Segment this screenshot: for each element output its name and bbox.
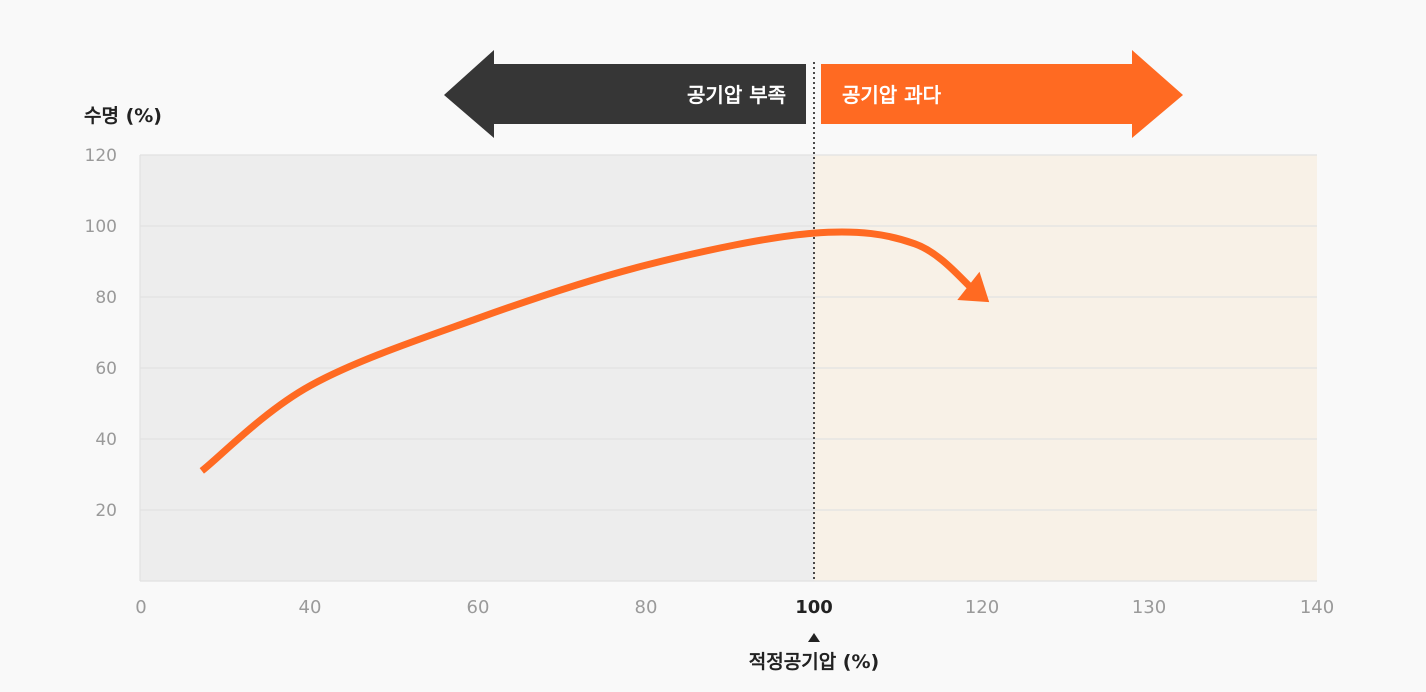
- series-arrowhead: [957, 271, 990, 303]
- x-axis-title: 적정공기압 (%): [749, 651, 879, 673]
- arrow-low-pressure: [444, 50, 806, 138]
- arrow-low-label: 공기압 부족: [687, 83, 786, 107]
- y-tick-label: 20: [95, 501, 117, 521]
- y-tick-label: 80: [95, 288, 117, 308]
- gridlines: [139, 154, 1317, 582]
- y-tick-label: 60: [95, 359, 117, 379]
- x-tick-label: 40: [299, 597, 322, 618]
- x-tick-label: 100: [795, 597, 833, 618]
- x-tick-label: 130: [1132, 597, 1166, 618]
- arrow-high-label: 공기압 과다: [842, 83, 942, 107]
- y-tick-label: 120: [85, 146, 117, 166]
- arrow-high-pressure: [821, 50, 1183, 138]
- x-tick-labels: 0 40 60 80 100 120 130 140: [135, 597, 1334, 618]
- y-tick-label: 100: [85, 217, 117, 237]
- x-tick-label: 60: [467, 597, 490, 618]
- series-line: [199, 228, 976, 474]
- x-tick-label: 80: [635, 597, 658, 618]
- y-tick-labels: 20 40 60 80 100 120: [85, 146, 117, 521]
- x-tick-label: 120: [965, 597, 999, 618]
- y-axis-title: 수명 (%): [84, 105, 162, 127]
- y-tick-label: 40: [95, 430, 117, 450]
- x-tick-label: 0: [135, 597, 146, 618]
- optimal-marker-icon: [808, 633, 820, 642]
- x-tick-label: 140: [1300, 597, 1334, 618]
